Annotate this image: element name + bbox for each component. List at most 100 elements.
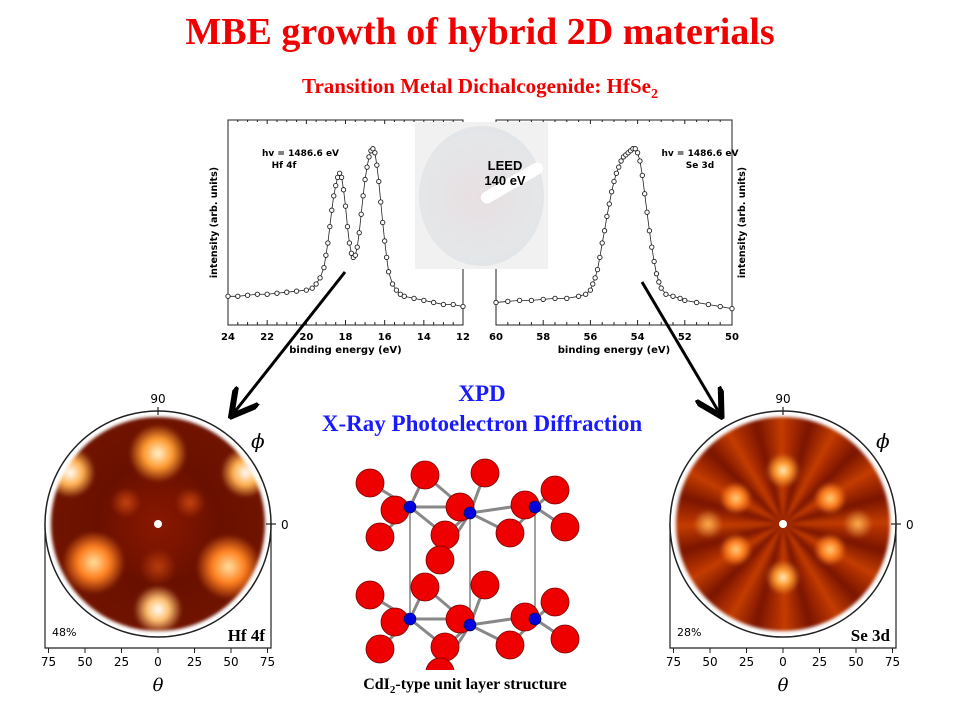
center-dot	[154, 520, 162, 528]
data-point	[656, 279, 662, 285]
y-axis-label: intensity (arb. units)	[737, 167, 748, 278]
data-point	[705, 301, 712, 308]
data-point	[606, 201, 612, 207]
data-point	[594, 266, 601, 273]
data-point	[385, 269, 392, 275]
data-point	[717, 303, 723, 310]
data-point	[421, 297, 427, 304]
data-point	[583, 291, 589, 297]
data-point	[552, 295, 558, 301]
se-atom	[425, 657, 455, 670]
data-point	[590, 281, 596, 287]
hf-atom	[403, 612, 417, 626]
x-axis-label: binding energy (eV)	[558, 345, 671, 356]
data-point	[382, 238, 388, 244]
se-atom	[355, 580, 385, 610]
data-point	[682, 297, 688, 304]
theta-tick-label: 0	[779, 655, 787, 669]
x-tick-label: 50	[725, 332, 739, 343]
x-tick-label: 12	[456, 332, 470, 343]
data-point	[430, 299, 437, 306]
theta-tick-label: 50	[223, 655, 238, 669]
data-point	[608, 189, 615, 195]
data-point	[284, 289, 290, 295]
data-point	[642, 191, 648, 197]
phi-axis-label: ϕ	[251, 429, 265, 453]
se-atom	[365, 522, 395, 552]
slide-subtitle: Transition Metal Dichalcogenide: HfSe2	[0, 74, 960, 103]
data-point	[374, 162, 380, 168]
data-point	[342, 203, 349, 209]
se-atom	[410, 460, 440, 490]
data-point	[670, 293, 676, 299]
se-atom	[410, 572, 440, 602]
hf-atom	[403, 500, 417, 514]
data-point	[658, 285, 664, 291]
theta-axis-label: θ	[153, 675, 164, 696]
subtitle-subscript: 2	[651, 87, 658, 103]
x-tick-label: 60	[489, 332, 503, 343]
data-point	[254, 291, 261, 297]
data-point	[528, 297, 535, 304]
phi-tick-label: 90	[150, 392, 165, 406]
data-point	[317, 275, 323, 281]
data-point	[344, 223, 351, 230]
hf-atom	[463, 506, 477, 520]
subtitle-text: Transition Metal Dichalcogenide: HfSe	[302, 74, 651, 98]
theta-tick-label: 25	[114, 655, 129, 669]
data-point	[389, 281, 396, 287]
data-point	[356, 230, 362, 236]
x-axis-label: binding energy (eV)	[289, 345, 402, 356]
spectrum-0: 24 22 20 18 16 14 12 binding energy (eV) intensi…	[209, 119, 470, 356]
data-point	[516, 297, 523, 304]
x-tick-label: 24	[221, 332, 235, 343]
hf-atom	[528, 612, 542, 626]
data-point	[235, 293, 241, 299]
x-tick-label: 54	[631, 332, 645, 343]
data-point	[380, 219, 386, 226]
data-point	[505, 298, 511, 305]
y-axis-label: intensity (arb. units)	[209, 167, 220, 278]
leed-pattern-image: LEED 140 eV	[415, 122, 548, 269]
data-point	[293, 288, 300, 294]
se-atom	[550, 512, 580, 542]
annotation-energy: hv = 1486.6 eV	[661, 149, 738, 159]
data-point	[613, 170, 620, 176]
se-atom	[355, 468, 385, 498]
data-point	[370, 146, 376, 152]
theta-tick-label: 75	[666, 655, 681, 669]
core-level-label: Hf 4f	[228, 626, 266, 645]
x-tick-label: 52	[678, 332, 692, 343]
spectrum-1: 60 58 56 54 52 50 binding energy (eV) intensity…	[489, 119, 748, 356]
se-atom	[540, 475, 570, 505]
data-point	[401, 293, 407, 299]
data-point	[611, 178, 617, 185]
data-point	[450, 301, 456, 308]
data-point	[604, 213, 610, 220]
data-point	[327, 223, 333, 230]
data-point	[346, 240, 353, 246]
data-point	[592, 275, 598, 281]
x-tick-label: 20	[299, 332, 313, 343]
data-point	[599, 240, 605, 246]
data-point	[264, 291, 270, 297]
data-point	[340, 187, 347, 193]
data-point	[303, 287, 309, 293]
arrow-icon	[640, 281, 720, 414]
se-atom	[495, 518, 525, 548]
data-point	[393, 287, 400, 293]
xpd-heading: XPD	[458, 381, 506, 406]
data-point	[460, 303, 466, 310]
data-point	[653, 271, 660, 277]
data-point	[383, 254, 390, 261]
data-point	[677, 295, 683, 301]
polar-labels-0: 90 0 ϕ 75 50 25 0 25 50 75 θ 48% Hf 4f	[41, 392, 289, 696]
data-point	[397, 291, 403, 297]
data-point	[663, 291, 669, 297]
data-point	[632, 146, 638, 152]
theta-tick-label: 75	[260, 655, 275, 669]
data-point	[366, 154, 372, 160]
data-point	[364, 164, 370, 170]
annotation-energy: hv = 1486.6 eV	[262, 149, 339, 159]
